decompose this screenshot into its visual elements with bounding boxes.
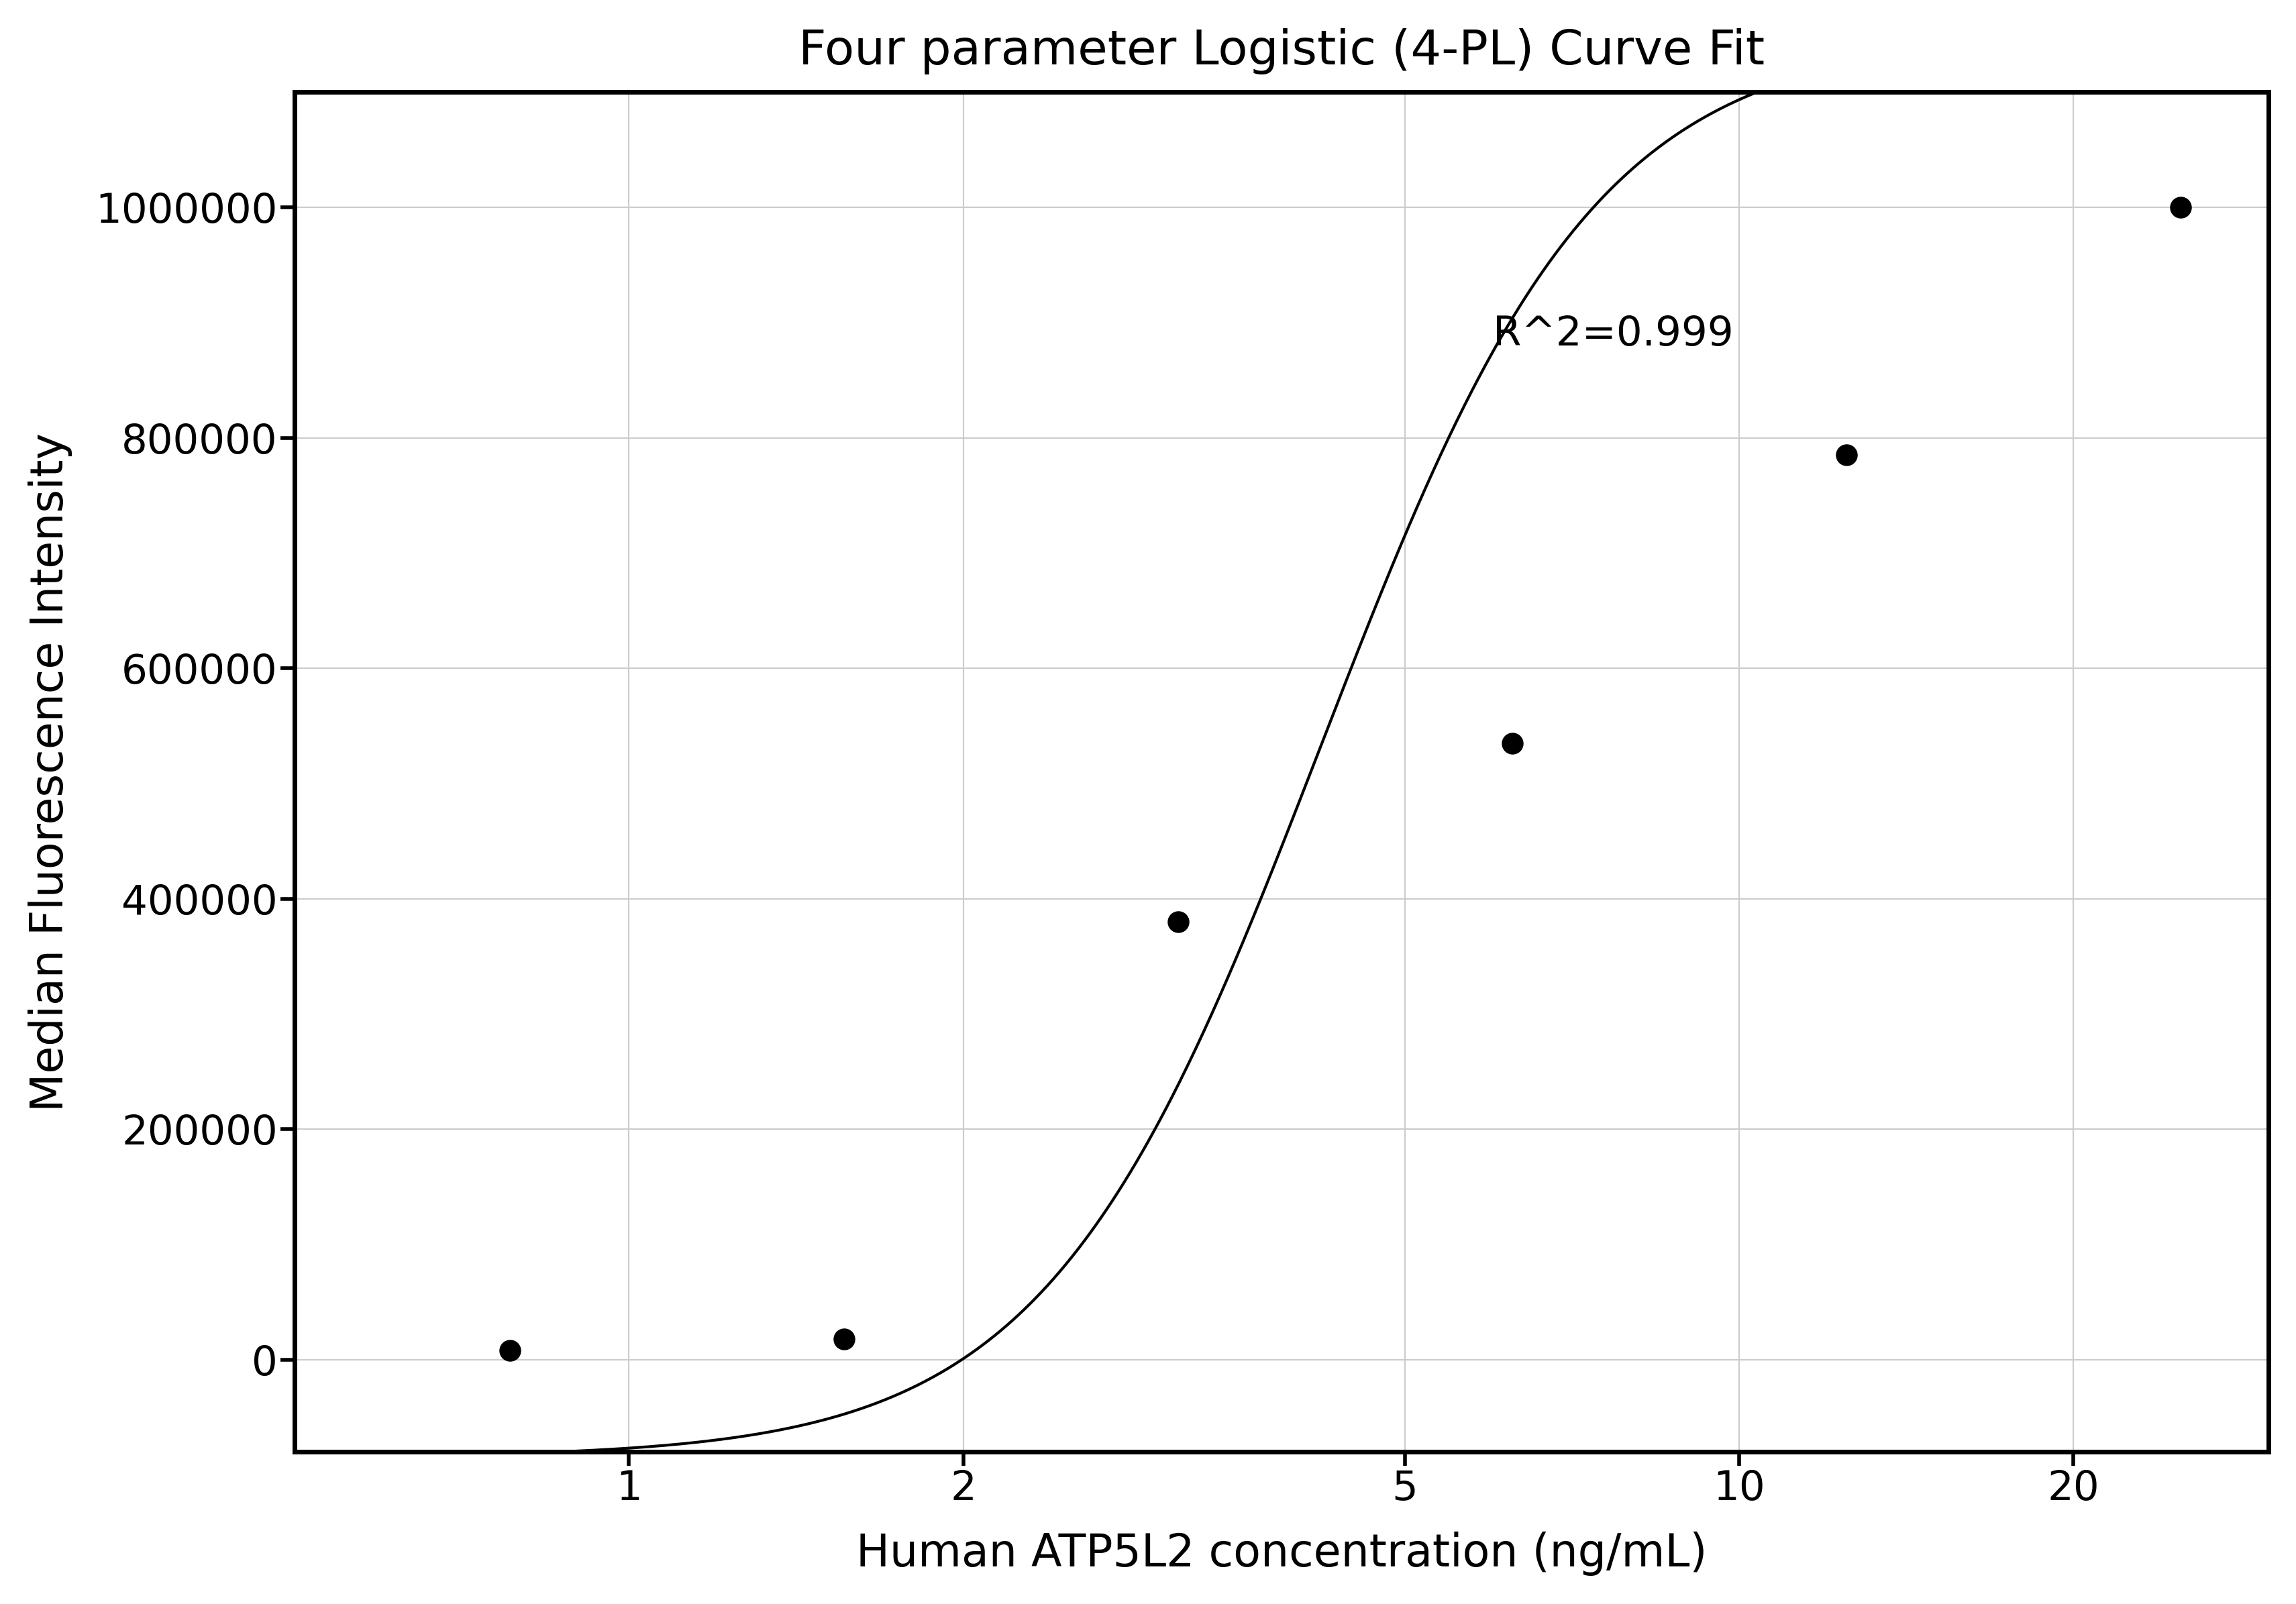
Point <box>1495 730 1531 755</box>
Point <box>827 1327 863 1352</box>
Point <box>2163 194 2200 220</box>
Point <box>1159 909 1196 935</box>
X-axis label: Human ATP5L2 concentration (ng/mL): Human ATP5L2 concentration (ng/mL) <box>856 1532 1706 1577</box>
Point <box>491 1338 528 1363</box>
Point <box>1828 443 1864 468</box>
Title: Four parameter Logistic (4-PL) Curve Fit: Four parameter Logistic (4-PL) Curve Fit <box>799 27 1763 74</box>
Y-axis label: Median Fluorescence Intensity: Median Fluorescence Intensity <box>28 433 71 1112</box>
Text: R^2=0.999: R^2=0.999 <box>1492 314 1733 354</box>
